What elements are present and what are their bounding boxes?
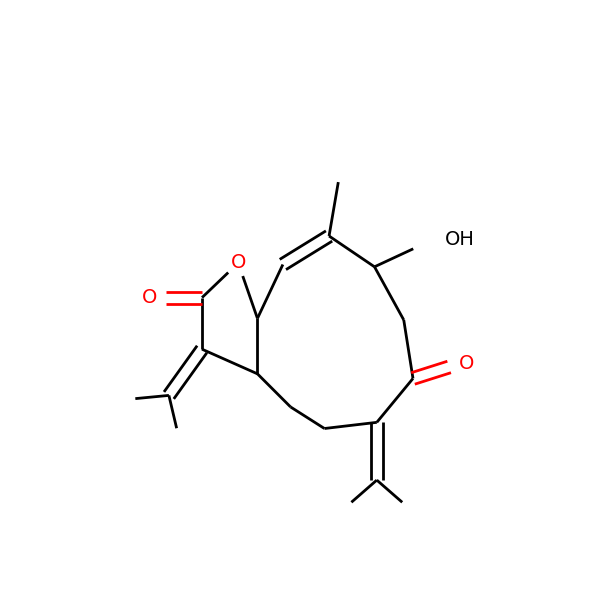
Text: OH: OH xyxy=(445,230,475,248)
Text: O: O xyxy=(230,253,246,272)
Text: O: O xyxy=(458,353,474,373)
Text: O: O xyxy=(142,288,157,307)
